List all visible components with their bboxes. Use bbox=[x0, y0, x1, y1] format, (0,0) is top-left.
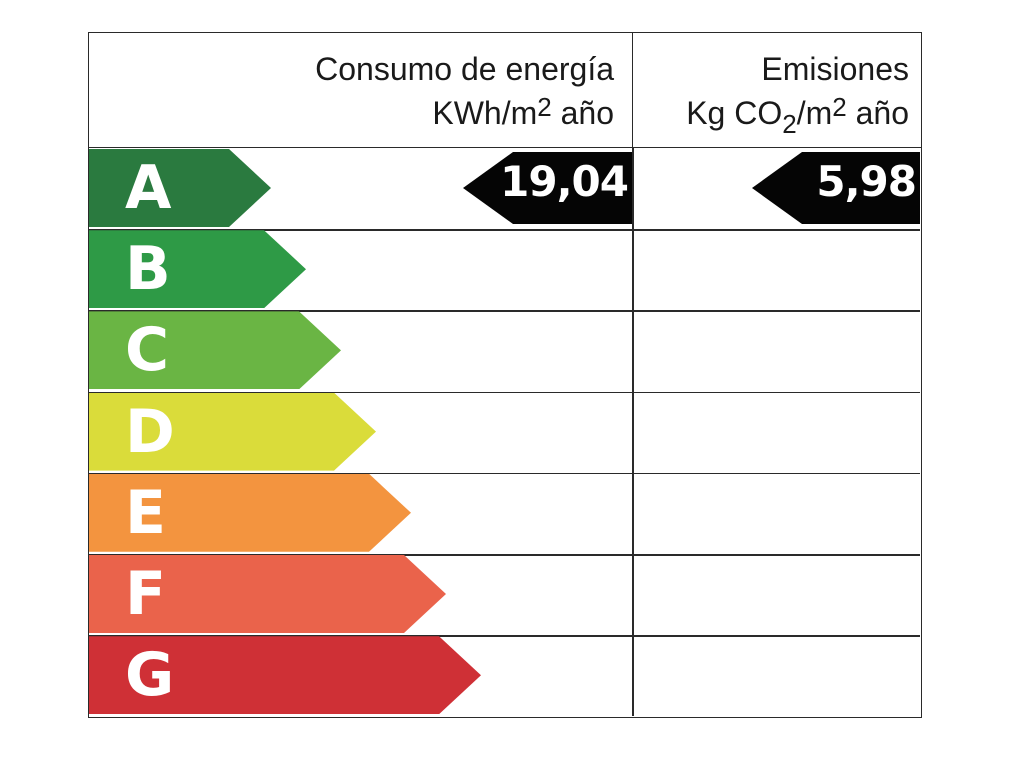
row-divider bbox=[89, 472, 920, 475]
rating-letter-d: D bbox=[125, 396, 175, 467]
row-divider bbox=[89, 554, 920, 556]
rating-bar-f: F bbox=[89, 555, 446, 633]
column-divider bbox=[632, 148, 634, 716]
energy-header-title: Consumo de energía bbox=[315, 51, 614, 87]
rating-grid: A B C D E F G 19,04 5,98 bbox=[89, 148, 920, 716]
row-divider bbox=[89, 310, 920, 312]
energy-certificate-label: Consumo de energía KWh/m2 año Emisiones … bbox=[88, 32, 922, 718]
rating-letter-f: F bbox=[125, 559, 166, 629]
rating-letter-g: G bbox=[125, 640, 175, 711]
emissions-header: Emisiones Kg CO2/m2 año bbox=[633, 33, 921, 148]
row-divider bbox=[89, 229, 920, 231]
rating-bar-c: C bbox=[89, 311, 341, 390]
emissions-header-title: Emisiones bbox=[761, 51, 909, 87]
energy-consumption-header: Consumo de energía KWh/m2 año bbox=[89, 33, 633, 148]
rating-letter-b: B bbox=[125, 234, 171, 305]
rating-bar-e: E bbox=[89, 473, 411, 552]
rating-bar-g: G bbox=[89, 636, 481, 715]
rating-bar-d: D bbox=[89, 392, 376, 471]
rating-letter-c: C bbox=[125, 315, 170, 386]
row-divider bbox=[89, 391, 920, 394]
energy-value-arrow: 19,04 bbox=[463, 152, 632, 224]
row-divider bbox=[89, 635, 920, 637]
rating-letter-e: E bbox=[125, 477, 166, 548]
rating-bar-b: B bbox=[89, 230, 306, 309]
energy-header-unit: KWh/m2 año bbox=[432, 92, 614, 131]
rating-letter-a: A bbox=[125, 153, 172, 223]
emissions-header-unit: Kg CO2/m2 año bbox=[686, 92, 909, 139]
emissions-value-arrow: 5,98 bbox=[752, 152, 920, 224]
rating-bar-a: A bbox=[89, 149, 271, 227]
